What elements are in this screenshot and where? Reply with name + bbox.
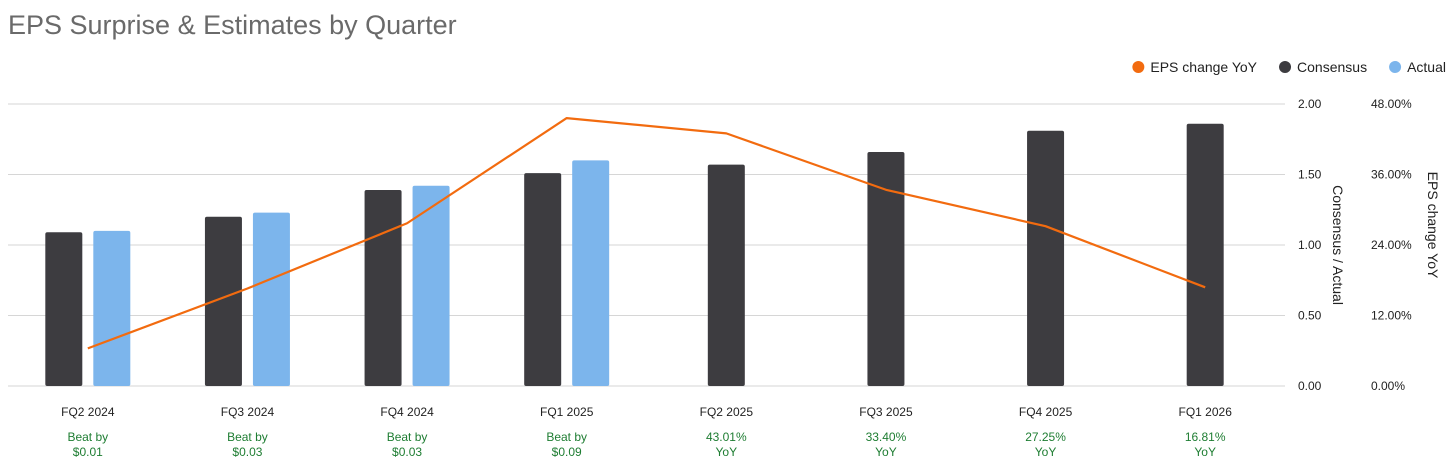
surprise-note-line1: 27.25% (1025, 430, 1066, 444)
surprise-note-line1: 43.01% (706, 430, 747, 444)
legend-marker (1132, 61, 1145, 73)
surprise-note-line1: Beat by (227, 430, 268, 444)
consensus-bar (204, 216, 242, 386)
surprise-note-line1: Beat by (546, 430, 587, 444)
y-right-tick-label: 24.00% (1371, 238, 1412, 252)
consensus-bar (707, 164, 745, 386)
legend-marker (1279, 61, 1292, 73)
consensus-bar (364, 190, 402, 386)
surprise-note-line2: $0.09 (552, 445, 582, 459)
surprise-note-line2: $0.03 (392, 445, 422, 459)
x-tick-label: FQ4 2025 (1019, 405, 1073, 419)
y-right-tick-label: 12.00% (1371, 309, 1412, 323)
y-left-tick-label: 2.00 (1298, 97, 1322, 111)
consensus-bar (867, 151, 905, 386)
surprise-note-line2: YoY (716, 445, 738, 459)
consensus-bar (1027, 130, 1065, 386)
surprise-note-line1: Beat by (387, 430, 428, 444)
consensus-bar (524, 173, 562, 386)
x-tick-label: FQ1 2026 (1179, 405, 1233, 419)
surprise-note-line2: $0.01 (73, 445, 103, 459)
consensus-bar (45, 232, 83, 386)
x-tick-label: FQ2 2024 (61, 405, 115, 419)
y-left-axis-title: Consensus / Actual (1330, 185, 1346, 305)
surprise-note-line2: $0.03 (232, 445, 262, 459)
legend-label: Consensus (1297, 59, 1367, 75)
eps-change-yoy-line (87, 116, 1206, 350)
y-right-tick-label: 0.00% (1371, 379, 1405, 393)
surprise-note-line1: Beat by (67, 430, 108, 444)
consensus-bar (1186, 123, 1224, 387)
actual-bar (252, 212, 290, 386)
x-tick-label: FQ1 2025 (540, 405, 594, 419)
y-right-tick-label: 36.00% (1371, 168, 1412, 182)
legend-label: Actual (1407, 59, 1446, 75)
x-tick-label: FQ3 2025 (859, 405, 913, 419)
x-tick-label: FQ2 2025 (700, 405, 754, 419)
surprise-note-line2: YoY (1035, 445, 1057, 459)
surprise-note-line1: 16.81% (1185, 430, 1226, 444)
y-right-axis-title: EPS change YoY (1425, 172, 1441, 279)
actual-bar (572, 160, 610, 386)
y-left-tick-label: 0.50 (1298, 309, 1322, 323)
actual-bar (412, 185, 450, 386)
surprise-note-line2: YoY (1194, 445, 1216, 459)
x-tick-label: FQ3 2024 (221, 405, 275, 419)
actual-bar (93, 230, 131, 386)
surprise-note-line2: YoY (875, 445, 897, 459)
y-left-tick-label: 1.50 (1298, 168, 1322, 182)
x-tick-label: FQ4 2024 (380, 405, 434, 419)
legend-marker (1389, 61, 1402, 73)
y-right-tick-label: 48.00% (1371, 97, 1412, 111)
legend-label: EPS change YoY (1150, 59, 1257, 75)
y-left-tick-label: 0.00 (1298, 379, 1322, 393)
chart-title: EPS Surprise & Estimates by Quarter (8, 10, 457, 40)
y-left-tick-label: 1.00 (1298, 238, 1322, 252)
surprise-note-line1: 33.40% (866, 430, 907, 444)
